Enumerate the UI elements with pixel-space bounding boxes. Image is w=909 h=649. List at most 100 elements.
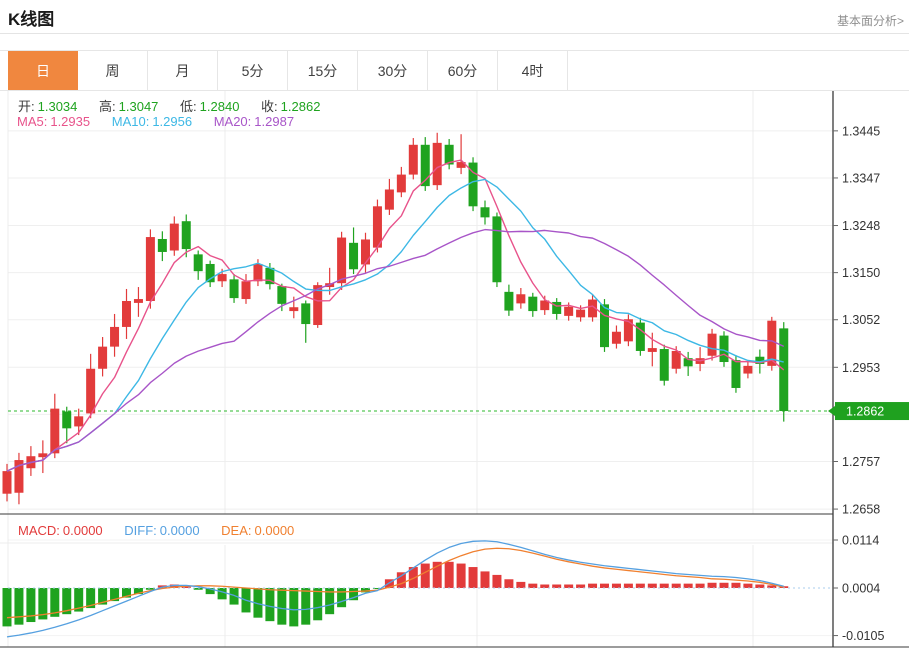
macd-bar	[361, 588, 370, 593]
candle-body	[408, 144, 418, 175]
page-title: K线图	[8, 10, 55, 29]
macd-bar	[301, 588, 311, 625]
candle-body	[528, 296, 538, 312]
ma20-label: MA20:	[213, 114, 252, 129]
macd-bar	[169, 584, 179, 588]
candle-body	[277, 286, 287, 304]
price-axis-label: 1.3445	[842, 124, 880, 138]
macd-bar	[564, 584, 574, 588]
price-axis-label: 1.2757	[842, 455, 880, 469]
open-value: 1.3034	[37, 99, 78, 114]
candle-body	[456, 162, 466, 168]
macd-bar	[576, 584, 586, 588]
candle-body	[552, 301, 562, 314]
candle-body	[229, 279, 239, 299]
macd-axis-label: 0.0004	[842, 582, 880, 596]
fundamental-analysis-link[interactable]: 基本面分析>	[836, 14, 904, 28]
candle-body	[635, 322, 645, 351]
macd-bar	[671, 583, 681, 588]
ma20-readout: MA20: 1.2987	[214, 114, 294, 129]
candle-body	[169, 223, 179, 251]
current-price-badge: 1.2862	[828, 402, 909, 421]
candle-body	[62, 411, 72, 429]
price-axis-label: 1.3248	[842, 219, 880, 233]
low-label: 低:	[180, 99, 197, 114]
tab-60min[interactable]: 60分	[428, 51, 498, 90]
macd-bar	[133, 588, 143, 595]
ma10-line	[6, 178, 784, 472]
macd-bar	[86, 588, 96, 609]
candle-body	[157, 238, 167, 252]
candle-body	[110, 326, 120, 347]
macd-bar	[707, 582, 717, 588]
tab-30min[interactable]: 30分	[358, 51, 428, 90]
macd-bar	[277, 588, 287, 625]
macd-bar	[62, 588, 72, 615]
close-readout: 收: 1.2862	[261, 99, 320, 114]
macd-bar	[600, 583, 609, 588]
macd-bar	[444, 561, 454, 588]
candle-body	[600, 304, 609, 348]
tab-15min[interactable]: 15分	[288, 51, 358, 90]
candle-body	[14, 460, 24, 493]
macd-bar	[647, 583, 657, 588]
macd-bar	[492, 574, 502, 588]
macd-bar	[38, 588, 48, 620]
macd-bar	[325, 588, 335, 615]
candles-series	[2, 132, 789, 505]
macd-bar	[229, 588, 239, 605]
candle-body	[133, 299, 143, 303]
candle-body	[122, 300, 131, 327]
macd-label: MACD:	[18, 523, 60, 538]
tab-day[interactable]: 日	[8, 51, 78, 90]
dea-value: 0.0000	[254, 523, 295, 538]
candle-body	[468, 162, 478, 207]
ma20-line	[6, 228, 785, 472]
candle-body	[50, 408, 60, 454]
macd-bar	[456, 563, 466, 588]
macd-bar	[635, 583, 645, 588]
macd-bar	[432, 561, 442, 588]
macd-histogram	[2, 561, 789, 627]
macd-bar	[588, 583, 598, 588]
candle-body	[623, 319, 633, 342]
price-axis-label: 1.2953	[842, 361, 880, 375]
candle-body	[289, 307, 299, 312]
ma-readout: MA5: 1.2935 MA10: 1.2956 MA20: 1.2987	[17, 114, 312, 129]
candle-body	[420, 144, 430, 187]
tab-month[interactable]: 月	[148, 51, 218, 90]
macd-bar	[611, 583, 621, 588]
macd-bar	[408, 567, 418, 588]
candle-body	[361, 239, 370, 265]
candle-body	[540, 300, 550, 311]
tab-4hour[interactable]: 4时	[498, 51, 568, 90]
tab-week[interactable]: 周	[78, 51, 148, 90]
price-axis: 1.3445 1.3347 1.3248 1.3150 1.3052 1.2953 1.27…	[833, 124, 880, 517]
candle-body	[74, 416, 84, 427]
open-label: 开:	[18, 99, 35, 114]
candle-body	[492, 216, 502, 283]
macd-value-readout: MACD: 0.0000	[18, 523, 103, 538]
candle-body	[719, 335, 729, 363]
macd-bar	[767, 585, 777, 588]
macd-bar	[50, 588, 60, 617]
candle-body	[86, 368, 96, 414]
candle-body	[683, 358, 693, 367]
macd-bar	[504, 579, 514, 588]
ma5-label: MA5:	[17, 114, 48, 129]
candle-body	[576, 309, 586, 318]
tab-5min[interactable]: 5分	[218, 51, 288, 90]
macd-bar	[205, 588, 215, 595]
diff-line	[6, 540, 784, 638]
candle-body	[707, 333, 717, 356]
macd-bar	[2, 588, 12, 627]
macd-value: 0.0000	[62, 523, 103, 538]
candle-body	[396, 174, 406, 193]
macd-bar	[719, 582, 729, 588]
candle-body	[564, 306, 574, 316]
macd-bar	[122, 588, 131, 598]
macd-bar	[145, 588, 155, 590]
macd-bar	[265, 588, 275, 622]
close-label: 收:	[261, 99, 278, 114]
